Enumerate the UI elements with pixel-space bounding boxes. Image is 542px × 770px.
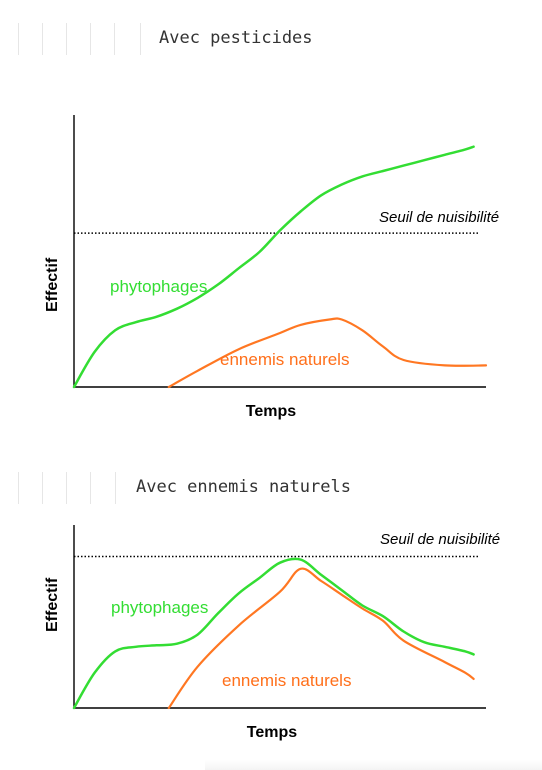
section-header-pesticides: Avec pesticides (0, 19, 542, 59)
threshold-label: Seuil de nuisibilité (379, 209, 499, 226)
indent-guide-line (42, 23, 43, 55)
indent-guide-line (115, 472, 116, 504)
indent-guides (18, 23, 143, 55)
footer-shadow (205, 760, 542, 770)
indent-guide-line (18, 23, 19, 55)
indent-guide-line (90, 23, 91, 55)
indent-guide-line (18, 472, 19, 504)
indent-guide-line (90, 472, 91, 504)
section-title: Avec ennemis naturels (136, 477, 351, 497)
indent-guide-line (42, 472, 43, 504)
series-line-phytophages (72, 145, 475, 389)
section-header-ennemis: Avec ennemis naturels (0, 468, 542, 508)
indent-guide-line (66, 472, 67, 504)
series-label-phytophages: phytophages (111, 598, 208, 617)
indent-guides (18, 472, 118, 504)
series-label-ennemis-naturels: ennemis naturels (222, 671, 351, 690)
x-axis-label: Temps (247, 724, 297, 741)
y-axis-label: Effectif (44, 577, 61, 632)
section-title: Avec pesticides (159, 28, 313, 48)
series-label-phytophages: phytophages (110, 277, 207, 296)
series-line-phytophages (72, 557, 475, 710)
indent-guide-line (114, 23, 115, 55)
chart-ennemis-naturels: Seuil de nuisibilité phytophages ennemis n… (44, 525, 500, 741)
threshold-label: Seuil de nuisibilité (380, 531, 500, 548)
y-axis-label: Effectif (44, 257, 61, 312)
series-line-ennemis-naturels (167, 317, 488, 389)
series-line-ennemis-naturels (167, 567, 475, 710)
indent-guide-line (140, 23, 141, 55)
indent-guide-line (66, 23, 67, 55)
x-axis-label: Temps (246, 403, 296, 420)
series-label-ennemis-naturels: ennemis naturels (220, 350, 349, 369)
chart-pesticides: Seuil de nuisibilité phytophages ennemis n… (44, 115, 499, 420)
